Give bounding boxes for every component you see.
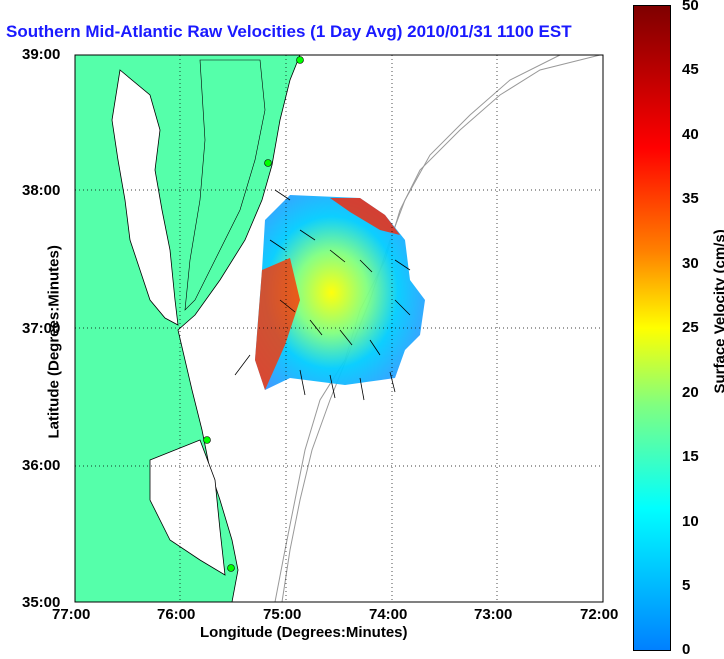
map-title: Southern Mid-Atlantic Raw Velocities (1 …: [6, 22, 572, 41]
cbar-tick-50: 50: [682, 0, 699, 14]
ytick-36: 36:00: [22, 457, 61, 474]
map-frame: [74, 54, 604, 603]
velocity-field: [255, 195, 425, 390]
ytick-37: 37:00: [22, 320, 61, 337]
grid: [75, 55, 603, 602]
xtick-75: 75:00: [263, 606, 302, 623]
colorbar: [633, 5, 671, 651]
ytick-35: 35:00: [22, 594, 61, 611]
cbar-tick-0: 0: [682, 641, 691, 658]
ytick-38: 38:00: [22, 182, 61, 199]
delmarva: [184, 59, 266, 311]
ytick-39: 39:00: [22, 46, 61, 63]
cbar-tick-35: 35: [682, 190, 699, 207]
y-axis-label: Latitude (Degrees:Minutes): [45, 245, 63, 439]
cbar-tick-25: 25: [682, 319, 699, 336]
xtick-77: 77:00: [52, 606, 91, 623]
colorbar-label: Surface Velocity (cm/s): [711, 229, 724, 394]
pamlico-sound: [149, 439, 226, 576]
cbar-tick-10: 10: [682, 513, 699, 530]
cbar-tick-40: 40: [682, 126, 699, 143]
velocity-hotspot-west: [255, 258, 300, 390]
xtick-72: 72:00: [580, 606, 619, 623]
velocity-vectors: [234, 189, 411, 401]
cbar-tick-45: 45: [682, 61, 699, 78]
cbar-tick-30: 30: [682, 255, 699, 272]
cbar-tick-5: 5: [682, 577, 691, 594]
radar-sites: [203, 56, 304, 572]
velocity-hotspot-north: [330, 198, 400, 235]
xtick-73: 73:00: [474, 606, 513, 623]
chesapeake-bay: [111, 69, 179, 326]
xtick-74: 74:00: [369, 606, 408, 623]
cbar-tick-20: 20: [682, 384, 699, 401]
xtick-76: 76:00: [157, 606, 196, 623]
cbar-tick-15: 15: [682, 448, 699, 465]
x-axis-label: Longitude (Degrees:Minutes): [200, 624, 408, 641]
